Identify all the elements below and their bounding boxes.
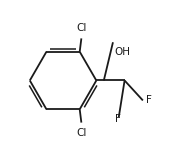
Text: F: F (146, 95, 152, 105)
Text: OH: OH (115, 47, 131, 57)
Text: F: F (115, 114, 121, 124)
Text: Cl: Cl (76, 23, 87, 33)
Text: Cl: Cl (76, 128, 87, 138)
